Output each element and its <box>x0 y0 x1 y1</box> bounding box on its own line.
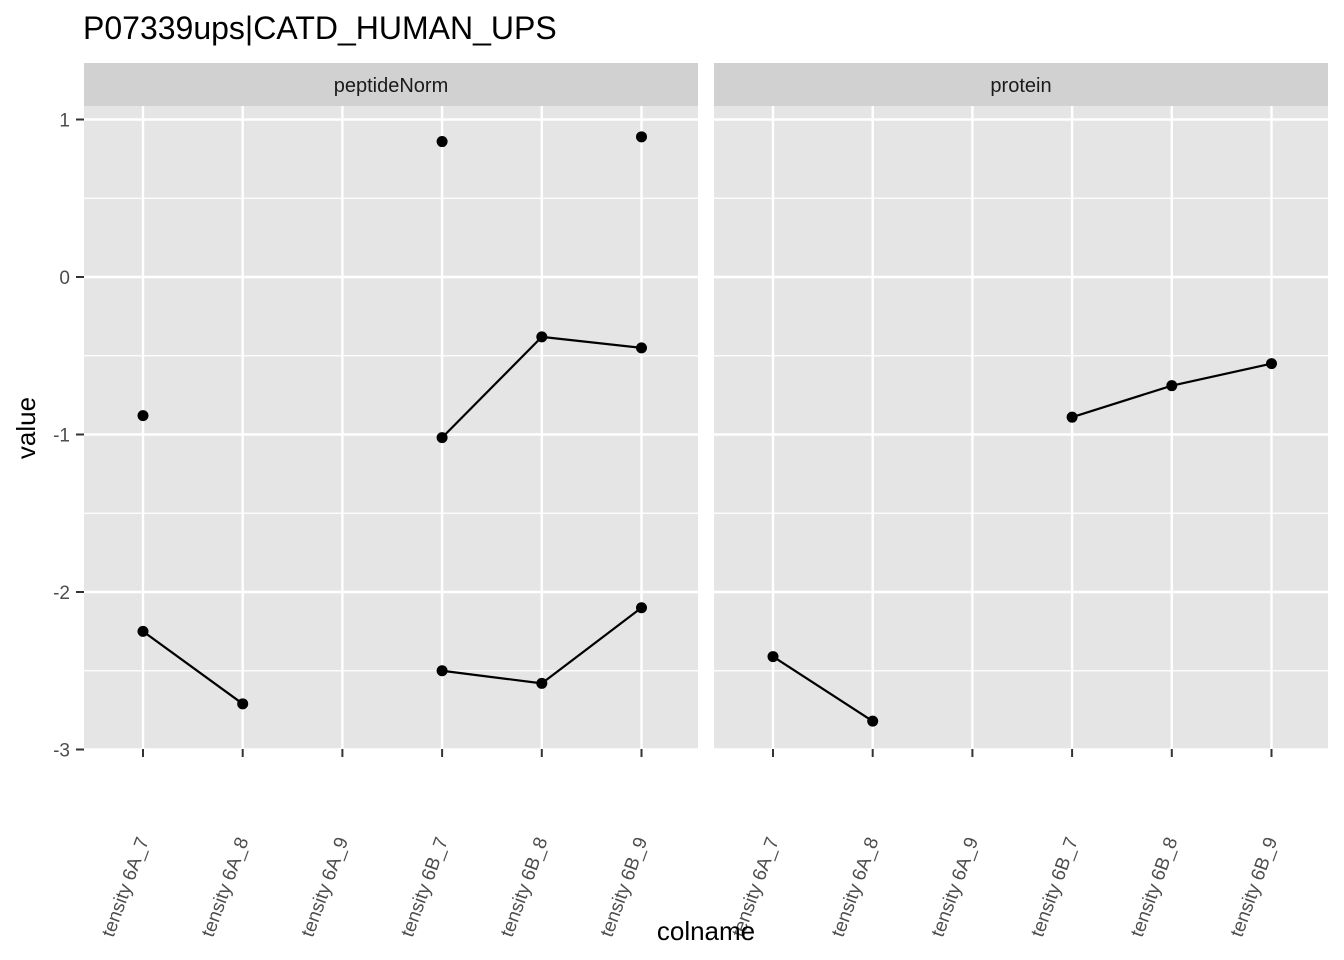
series-line-segment <box>541 606 643 685</box>
series-line-segment <box>1171 362 1272 387</box>
facet-strip <box>714 63 1328 106</box>
series-3 <box>137 602 647 710</box>
data-point <box>636 342 647 354</box>
data-point <box>867 715 879 727</box>
y-axis: 1 0 -1 -2 -3 <box>53 111 84 762</box>
facets: peptideNorm tensity 6A_7 tensity 6A_8 tensi… <box>53 63 1328 940</box>
series-line-segment <box>772 655 874 723</box>
data-point <box>436 136 448 148</box>
data-point <box>636 131 647 143</box>
series-1 <box>1066 358 1277 423</box>
x-axis-label: colname <box>657 916 755 946</box>
data-point <box>1266 358 1277 370</box>
x-tick-label: tensity 6A_9 <box>928 835 984 940</box>
series-2 <box>436 331 647 444</box>
x-tick-label: tensity 6B_8 <box>1127 835 1183 940</box>
series-line-segment <box>441 336 543 439</box>
x-tick-label: tensity 6B_7 <box>397 835 453 940</box>
data-point <box>436 432 448 444</box>
chart-title: P07339ups|CATD_HUMAN_UPS <box>83 10 557 46</box>
data-point <box>536 331 548 343</box>
y-tick-label: 0 <box>59 268 70 289</box>
y-tick-label: 1 <box>59 111 70 132</box>
x-tick-label: tensity 6B_9 <box>597 835 653 940</box>
x-tick-label: tensity 6B_9 <box>1227 835 1283 940</box>
series-line-segment <box>441 669 542 685</box>
series-line-segment <box>541 335 642 349</box>
data-point <box>436 665 448 677</box>
series-2 <box>767 651 879 727</box>
x-tick-label: tensity 6B_8 <box>497 835 553 940</box>
data-point <box>237 698 249 710</box>
x-tick-label: tensity 6A_7 <box>98 835 154 940</box>
data-point <box>137 410 149 422</box>
panel-background <box>714 106 1328 749</box>
data-point <box>636 602 647 614</box>
facet-strip-label: peptideNorm <box>334 75 449 97</box>
series-line-segment <box>1071 384 1173 419</box>
x-tick-label: tensity 6A_9 <box>298 835 354 940</box>
x-tick-label: tensity 6A_8 <box>198 835 254 940</box>
x-tick-label: tensity 6A_8 <box>828 835 884 940</box>
facet-strip <box>84 63 698 106</box>
data-point <box>1166 380 1178 392</box>
x-tick-label: tensity 6B_7 <box>1027 835 1083 940</box>
y-axis-label: value <box>11 397 41 459</box>
data-point <box>1066 411 1078 423</box>
series-line-segment <box>142 630 244 705</box>
panel-background <box>84 106 698 749</box>
data-point <box>137 625 149 637</box>
y-tick-label: -3 <box>53 741 70 762</box>
data-point <box>767 651 779 663</box>
y-tick-label: -2 <box>53 583 70 604</box>
series-1 <box>137 131 647 422</box>
y-tick-label: -1 <box>53 426 70 447</box>
data-point <box>536 677 548 689</box>
facet-peptideNorm: peptideNorm tensity 6A_7 tensity 6A_8 tensi… <box>84 63 698 940</box>
facet-strip-label: protein <box>990 75 1051 97</box>
